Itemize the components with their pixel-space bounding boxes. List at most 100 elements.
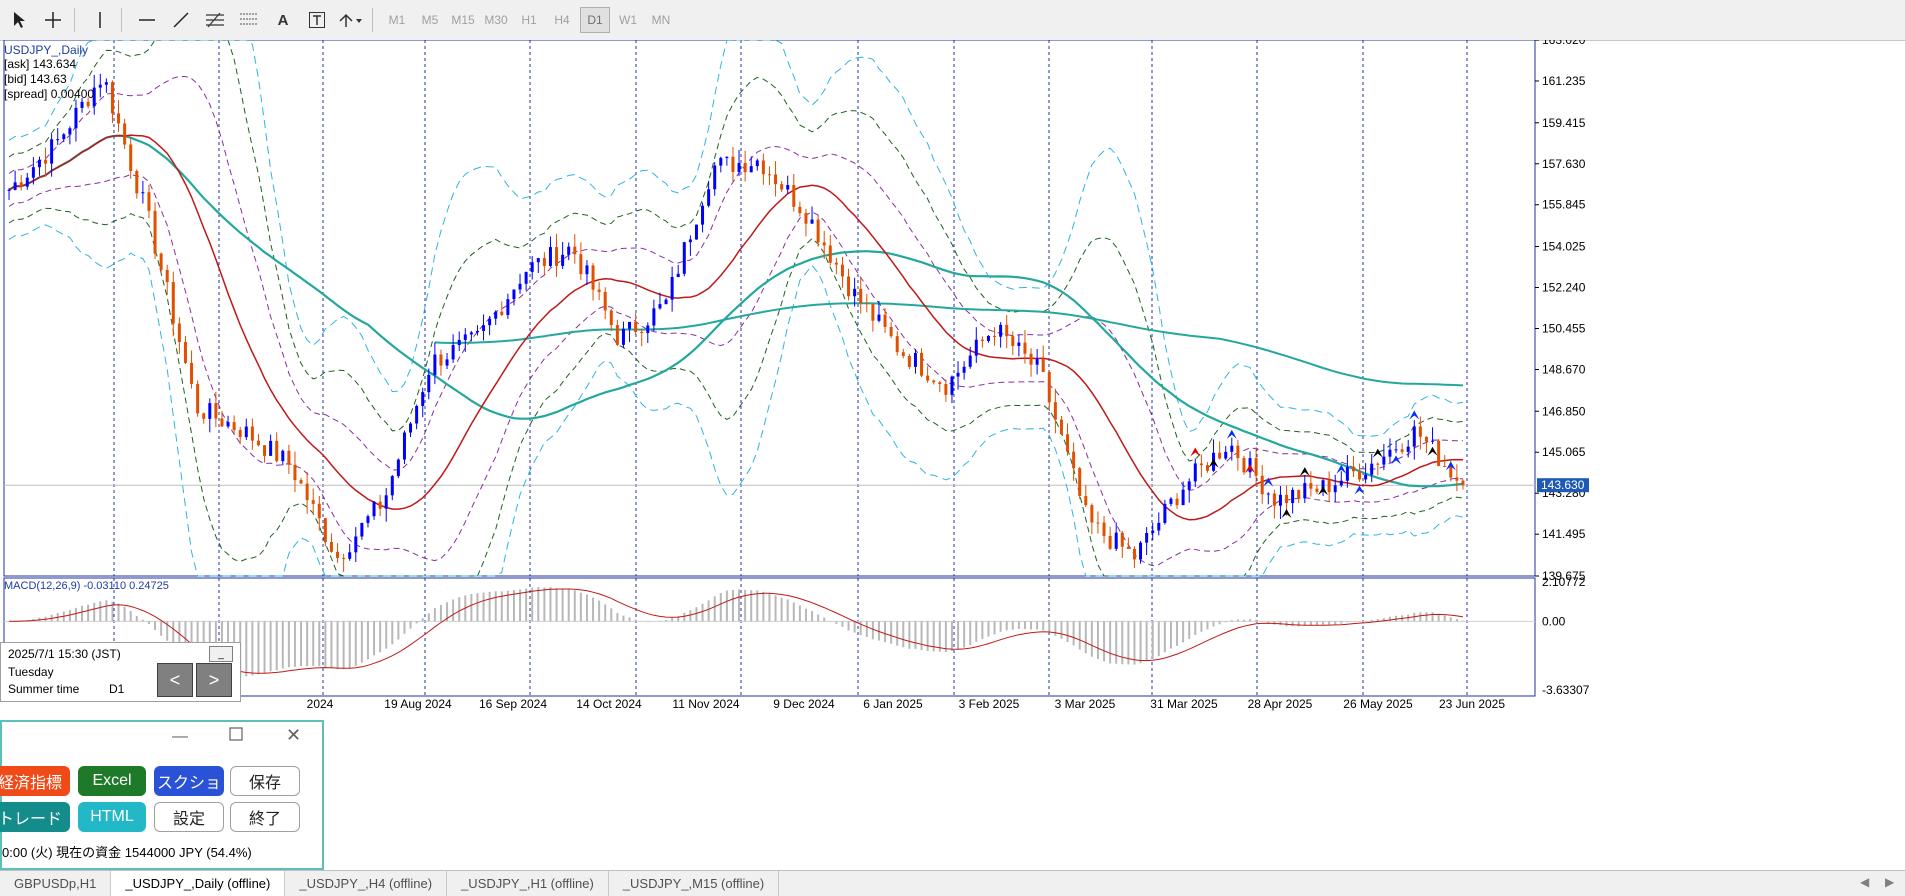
text-icon[interactable]: A [277, 11, 289, 29]
candle-body [1400, 449, 1404, 452]
screenshot-button[interactable]: スクショ [154, 766, 224, 796]
fibonacci-expansion-icon[interactable] [200, 5, 230, 35]
panel-close-icon[interactable]: ✕ [286, 725, 302, 745]
candle-body [585, 265, 589, 275]
save-button[interactable]: 保存 [230, 766, 300, 796]
candle-body [956, 372, 960, 377]
fibonacci-retracement-icon[interactable] [234, 5, 264, 35]
arrows-icon[interactable] [336, 5, 366, 35]
candle-body [743, 162, 747, 173]
candle-body [451, 345, 455, 360]
chart-tab[interactable]: _USDJPY_,M15 (offline) [609, 871, 780, 896]
candle-body [664, 299, 668, 305]
text-label-icon[interactable] [302, 5, 332, 35]
candle-body [1443, 466, 1447, 468]
candle-body [573, 246, 577, 255]
chart-area[interactable]: 2024 19 Aug 2024 16 Sep 2024 14 Oct 2024 11 … [0, 40, 1905, 870]
candle-body [433, 354, 437, 375]
candle-body [323, 518, 327, 542]
chart-tab[interactable]: _USDJPY_,H1 (offline) [447, 871, 609, 896]
candle-body [1126, 546, 1130, 549]
candle-body [1157, 522, 1161, 531]
candle-body [214, 403, 218, 419]
candle-body [165, 269, 169, 283]
cursor-icon[interactable] [4, 5, 34, 35]
scroll-right-icon[interactable]: ▶ [1885, 875, 1895, 889]
prev-button[interactable]: < [157, 663, 193, 697]
timeframe-m1[interactable]: M1 [388, 13, 406, 27]
timeframe-d1[interactable]: D1 [580, 7, 610, 33]
bollinger-mid-band-upper [8, 40, 1464, 462]
candle-body [378, 501, 382, 509]
candle-body [932, 380, 936, 383]
minimize-button[interactable]: _ [209, 646, 233, 662]
timeframe-h4[interactable]: H4 [554, 13, 570, 27]
candle-body [1035, 359, 1039, 365]
candle-body [1102, 522, 1106, 536]
candle-body [177, 323, 181, 343]
settings-button[interactable]: 設定 [154, 802, 224, 832]
html-button[interactable]: HTML [78, 802, 146, 832]
candle-body [1297, 489, 1301, 499]
excel-button[interactable]: Excel [78, 766, 146, 796]
chart-tab[interactable]: _USDJPY_,Daily (offline) [111, 871, 286, 896]
info-timeframe: D1 [109, 682, 125, 696]
scroll-left-icon[interactable]: ◀ [1860, 875, 1870, 889]
candle-body [238, 430, 242, 438]
macd-scale-label: 0.00 [1542, 614, 1566, 628]
timeframe-h1[interactable]: H1 [521, 13, 537, 27]
trade-button[interactable]: トレード [0, 802, 70, 832]
trade-arrow [1263, 477, 1274, 487]
candle-body [1163, 503, 1167, 523]
chart-tab[interactable]: _USDJPY_,H4 (offline) [285, 871, 448, 896]
candle-body [986, 335, 990, 341]
trade-arrow [1226, 429, 1237, 439]
price-label: 146.850 [1542, 404, 1586, 418]
bid-label: [bid] 143.63 [4, 72, 67, 86]
trendline-icon[interactable] [166, 5, 196, 35]
trade-arrow [1409, 410, 1420, 420]
crosshair-icon[interactable] [38, 5, 68, 35]
candle-body [1431, 440, 1435, 442]
candle-body [7, 189, 11, 191]
trade-arrow [1445, 461, 1456, 471]
toolbar-separator [121, 8, 122, 32]
macd-signal-line [8, 588, 1464, 674]
economic-indicators-button[interactable]: 経済指標 [0, 766, 70, 796]
candle-body [974, 339, 978, 356]
trade-arrow [1318, 486, 1329, 496]
timeframe-w1[interactable]: W1 [619, 13, 637, 27]
exit-button[interactable]: 終了 [230, 802, 300, 832]
current-price-label: 143.630 [1541, 478, 1585, 492]
candle-body [348, 552, 352, 559]
candle-body [1132, 548, 1136, 560]
date-label: 6 Jan 2025 [863, 697, 923, 711]
candle-body [968, 355, 972, 367]
timeframe-m30[interactable]: M30 [484, 13, 508, 27]
current-price-tag [1537, 478, 1589, 493]
candle-body [1406, 446, 1410, 452]
panel-titlebar: — ✕ [2, 722, 322, 758]
macd-scale-label: 2.10772 [1542, 575, 1586, 589]
candle-body [542, 258, 546, 266]
chart-tab[interactable]: GBPUSDp,H1 [0, 871, 112, 896]
price-label: 154.025 [1542, 240, 1586, 254]
candle-body [31, 167, 35, 178]
candle-body [1114, 532, 1118, 549]
candle-body [774, 174, 778, 185]
candle-body [713, 165, 717, 190]
panel-minimize-icon[interactable]: — [172, 728, 188, 745]
candle-body [536, 258, 540, 263]
trade-arrow [1299, 467, 1310, 477]
candle-body [250, 426, 254, 441]
timeframe-mn[interactable]: MN [651, 13, 671, 27]
timeframe-m15[interactable]: M15 [451, 13, 475, 27]
candle-body [1303, 483, 1307, 499]
next-button[interactable]: > [196, 663, 232, 697]
horizontal-line-icon[interactable] [132, 5, 162, 35]
panel-maximize-icon[interactable] [229, 727, 243, 746]
vertical-line-icon[interactable] [85, 5, 115, 35]
candle-body [1053, 402, 1057, 420]
timeframe-m5[interactable]: M5 [421, 13, 439, 27]
date-label: 23 Jun 2025 [1439, 697, 1505, 711]
